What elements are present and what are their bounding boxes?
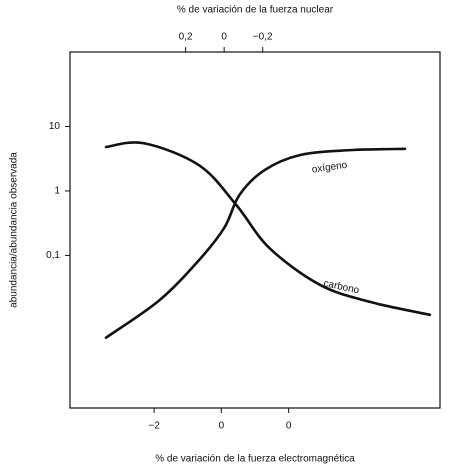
series-label: oxígeno — [311, 160, 348, 176]
top-axis-title: % de variación de la fuerza nuclear — [177, 5, 334, 16]
x-tick-label: 0 — [286, 421, 292, 432]
x-tick-label: 0 — [219, 421, 225, 432]
x-tick-label: −2 — [148, 421, 160, 432]
curve — [104, 141, 432, 317]
y-tick-label: 1 — [54, 186, 60, 197]
curve — [104, 147, 407, 339]
y-axis-title: abundancia/abundancia observada — [9, 152, 20, 308]
x2-tick-label: 0,2 — [179, 32, 193, 43]
y-tick-label: 0,1 — [46, 250, 60, 261]
x2-tick-label: 0 — [221, 32, 227, 43]
y-tick-label: 10 — [49, 121, 61, 132]
plot-frame — [69, 51, 441, 409]
x2-tick-label: −0,2 — [253, 32, 273, 43]
x-axis-title: % de variación de la fuerza electromagné… — [155, 454, 355, 465]
